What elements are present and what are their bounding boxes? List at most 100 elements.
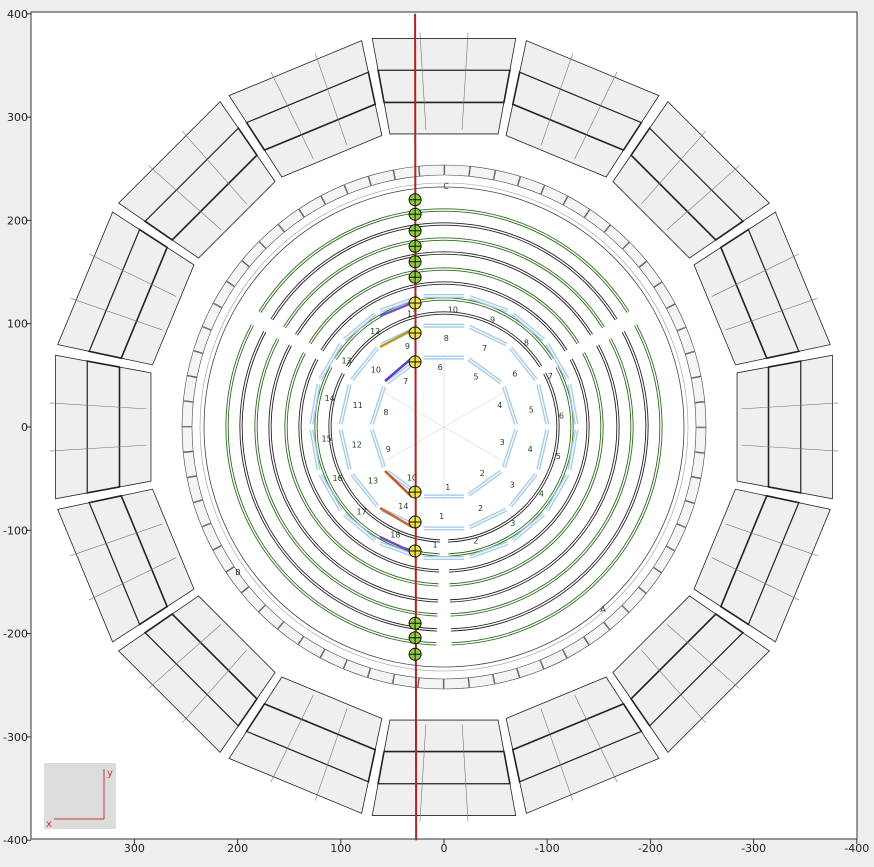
strip-layer-core (255, 338, 438, 616)
pixel-layer-3-core (512, 513, 545, 541)
pixel-layer-2-core (510, 473, 537, 507)
pixel-module-label: 5 (529, 405, 534, 414)
calorimeter-cell (277, 208, 305, 233)
calorimeter-cell (225, 566, 250, 594)
pixel-layer-2-core (351, 473, 378, 507)
chamber-divider (574, 694, 618, 783)
hit-segment (384, 470, 413, 498)
calorimeter-cell (258, 604, 284, 630)
pixel-module-label: 1 (433, 541, 438, 550)
chamber-divider (70, 298, 163, 331)
calorimeter-cell (584, 209, 611, 233)
pixel-module-label: 9 (405, 342, 410, 351)
chamber-divider (270, 71, 314, 160)
strip-layer-core (321, 282, 567, 352)
pixel-module-label: 4 (528, 445, 533, 454)
calorimeter-cell (182, 451, 198, 478)
calorimeter-cell (226, 260, 250, 287)
pixel-module-label: 12 (370, 327, 380, 336)
calorimeter-cell (694, 427, 707, 454)
pixel-layer-2-core (537, 384, 548, 425)
pixel-module-label: 10 (448, 305, 458, 314)
pixel-module-label: 11 (407, 309, 417, 318)
calorimeter-cell (181, 426, 194, 453)
pixel-module-label: 3 (500, 438, 505, 447)
chamber-divider (419, 724, 427, 822)
pixel-layer-3-core (546, 474, 569, 511)
muon-chamber (767, 360, 802, 494)
pixel-module-label: 6 (438, 363, 443, 372)
calorimeter-cell (344, 175, 372, 195)
strip-layer-core (295, 252, 593, 336)
pixel-module-label: 14 (398, 502, 408, 511)
sector-label-c: C (443, 182, 449, 191)
pixel-module-label: 18 (390, 531, 400, 540)
chamber-divider (148, 624, 222, 690)
chamber-divider (574, 71, 618, 160)
pixel-layer-3-core (310, 384, 320, 425)
chamber-divider (641, 131, 707, 205)
calorimeter-cell (192, 499, 212, 527)
y-tick-label: -200 (3, 628, 28, 641)
strip-layer-core (285, 352, 439, 586)
calorimeter-cell (621, 587, 647, 613)
chamber-divider (88, 557, 177, 601)
chamber-divider (70, 523, 163, 556)
pixel-module-label: 7 (482, 344, 487, 353)
calorimeter-cell (603, 605, 630, 630)
pixel-module-label: 8 (524, 339, 529, 348)
calorimeter-cell (241, 586, 266, 613)
chamber-divider (49, 444, 147, 452)
calorimeter-cell (684, 351, 702, 379)
sector-label-a: A (600, 605, 606, 614)
calorimeter-cell (638, 567, 662, 594)
pixel-module-label: 5 (474, 372, 479, 381)
calorimeter-cell (604, 224, 630, 250)
muon-chamber (55, 354, 88, 500)
calorimeter-cell (186, 475, 204, 503)
calorimeter-cell (666, 303, 687, 331)
calorimeter-cell (212, 545, 235, 573)
hit-segment (384, 357, 413, 382)
calorimeter-cell (212, 281, 235, 308)
strip-layer-core (346, 312, 542, 367)
calorimeter-cell (201, 303, 223, 331)
strip-layer-core (448, 366, 573, 556)
calorimeter-cell (277, 621, 304, 645)
strip-layer-core (449, 359, 589, 572)
x-tick-label: 200 (227, 842, 248, 855)
chamber-divider (181, 649, 247, 723)
muon-chamber (800, 354, 833, 500)
pixel-layer-2-core (351, 347, 378, 381)
calorimeter-cell (367, 667, 395, 685)
calorimeter-cell (684, 476, 702, 504)
calorimeter-cell (517, 176, 545, 195)
calorimeter-cell (418, 164, 445, 177)
spoke (383, 426, 445, 463)
y-tick-label: 300 (7, 111, 28, 124)
calorimeter-cell (676, 327, 696, 355)
chamber-divider (461, 724, 469, 822)
calorimeter-cell (298, 195, 326, 218)
chamber-divider (666, 624, 740, 690)
y-tick-label: -400 (3, 834, 28, 847)
x-tick-label: 0 (441, 842, 448, 855)
strip-layer-core (283, 238, 605, 328)
strip-layer-core (449, 352, 603, 586)
pixel-layer-3-core (512, 313, 545, 341)
chamber-divider (666, 164, 740, 230)
chamber-divider (49, 402, 147, 410)
calorimeter-cell (690, 376, 706, 403)
x-tick-label: 300 (124, 842, 145, 855)
muon-chamber (86, 360, 121, 494)
muon-chamber (736, 366, 769, 488)
pixel-module-label: 8 (444, 334, 449, 343)
calorimeter-cell (181, 400, 194, 427)
spoke (443, 426, 505, 463)
legend-y-label: y (107, 768, 113, 779)
x-tick-label: -300 (741, 842, 766, 855)
strip-layer-core (450, 338, 633, 616)
calorimeter-cell (320, 184, 348, 205)
